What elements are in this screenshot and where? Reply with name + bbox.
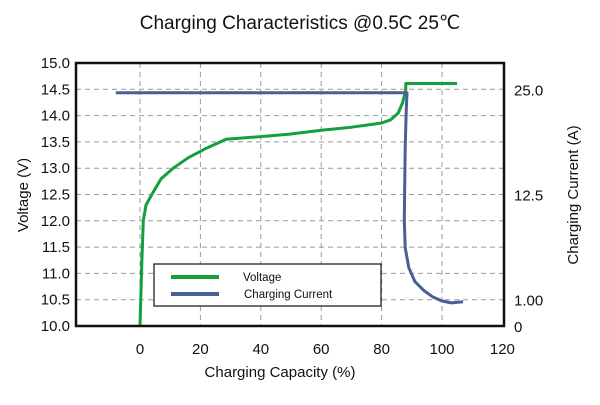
x-tick-label: 60 bbox=[313, 341, 330, 358]
y-tick-label: 14.5 bbox=[41, 81, 70, 98]
y2-tick-label: 25.0 bbox=[514, 82, 543, 99]
x-tick-label: 40 bbox=[252, 341, 269, 358]
y-tick-label: 15.0 bbox=[41, 55, 70, 72]
y-tick-label: 11.0 bbox=[42, 265, 70, 282]
y2-tick-label: 12.5 bbox=[514, 188, 543, 205]
y-tick-label: 10.5 bbox=[41, 292, 70, 309]
x-tick-label: 80 bbox=[373, 341, 390, 358]
legend: Voltage Charging Current bbox=[153, 263, 382, 307]
x-tick-label: 120 bbox=[490, 341, 515, 358]
y-tick-label: 11.5 bbox=[42, 239, 70, 256]
legend-label-voltage: Voltage bbox=[243, 272, 281, 284]
x-tick-label: 20 bbox=[192, 341, 209, 358]
chart-title: Charging Characteristics @0.5C 25℃ bbox=[140, 13, 460, 34]
x-axis-label: Charging Capacity (%) bbox=[205, 364, 356, 381]
y2-tick-labels: 0 1.00 12.5 25.0 bbox=[514, 82, 543, 336]
legend-box bbox=[153, 263, 382, 307]
y-axis-label: Voltage (V) bbox=[15, 158, 32, 232]
y-tick-label: 13.0 bbox=[41, 160, 70, 177]
legend-label-charging-current: Charging Current bbox=[244, 289, 333, 301]
y2-axis-label: Charging Current (A) bbox=[565, 125, 582, 264]
y-tick-labels: 10.0 10.5 11.0 11.5 12.0 12.5 13.0 13.5 14.0 14.5… bbox=[41, 55, 70, 335]
plot-frame bbox=[74, 61, 506, 328]
x-tick-label: 100 bbox=[429, 341, 454, 358]
series-line-voltage bbox=[138, 82, 458, 327]
y-tick-label: 12.5 bbox=[41, 187, 70, 204]
y-tick-label: 13.5 bbox=[41, 134, 70, 151]
y-tick-label: 12.0 bbox=[41, 213, 70, 230]
series-layer bbox=[115, 82, 464, 327]
y-tick-label: 14.0 bbox=[41, 108, 70, 125]
y2-tick-label: 1.00 bbox=[514, 293, 543, 310]
y2-tick-label: 0 bbox=[514, 319, 522, 336]
x-tick-label: 0 bbox=[136, 341, 144, 358]
x-tick-labels: 0 20 40 60 80 100 120 bbox=[136, 341, 515, 358]
y-tick-label: 10.0 bbox=[41, 318, 70, 335]
series-line-charging-current bbox=[115, 91, 464, 305]
